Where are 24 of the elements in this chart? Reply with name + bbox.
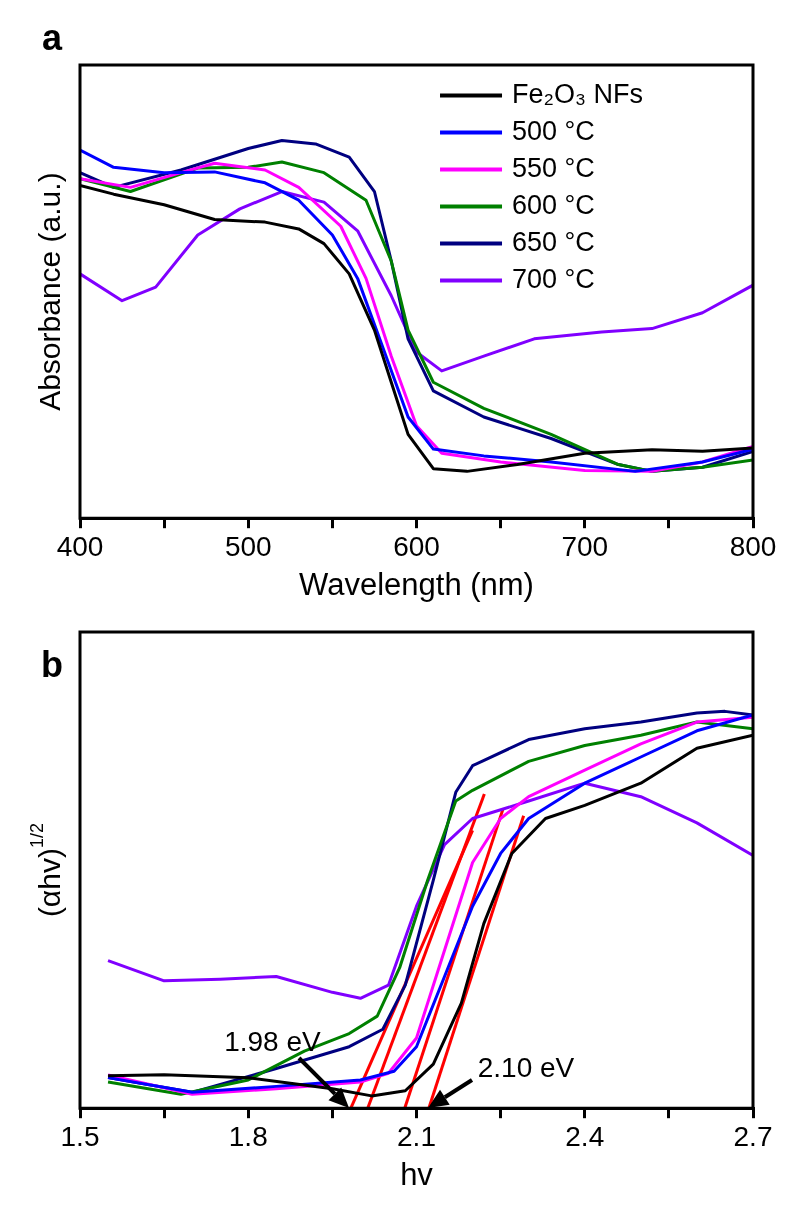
y-axis-title: (αhv)1/2 xyxy=(27,823,67,918)
annotation: 1.98 eV xyxy=(224,1026,321,1059)
x-tick-label: 800 xyxy=(729,530,777,562)
chart-title: b xyxy=(41,644,63,685)
x-tick-label: 2.4 xyxy=(565,1120,605,1152)
legend-label: 600 °C xyxy=(512,189,595,220)
legend-label: Fe₂O₃ NFs xyxy=(512,78,644,109)
x-tick-label: 2.1 xyxy=(397,1120,436,1152)
legend-label: 700 °C xyxy=(512,263,595,294)
x-tick-label: 2.7 xyxy=(733,1120,773,1152)
x-tick-label: 500 xyxy=(224,530,272,562)
x-tick-label: 1.5 xyxy=(60,1120,100,1152)
x-tick-label: 1.8 xyxy=(228,1120,268,1152)
x-tick-label: 600 xyxy=(393,530,440,562)
annotation: 2.10 eV xyxy=(477,1052,575,1085)
x-axis-title: hv xyxy=(400,1156,434,1192)
legend-label: 550 °C xyxy=(512,152,595,183)
chart-title: a xyxy=(41,17,63,58)
x-tick-label: 400 xyxy=(56,530,104,562)
legend-label: 500 °C xyxy=(512,115,595,146)
y-axis-title: Absorbance (a.u.) xyxy=(33,172,67,411)
legend-label: 650 °C xyxy=(512,226,595,257)
x-axis-title: Wavelength (nm) xyxy=(299,566,534,602)
x-tick-label: 700 xyxy=(561,530,609,562)
